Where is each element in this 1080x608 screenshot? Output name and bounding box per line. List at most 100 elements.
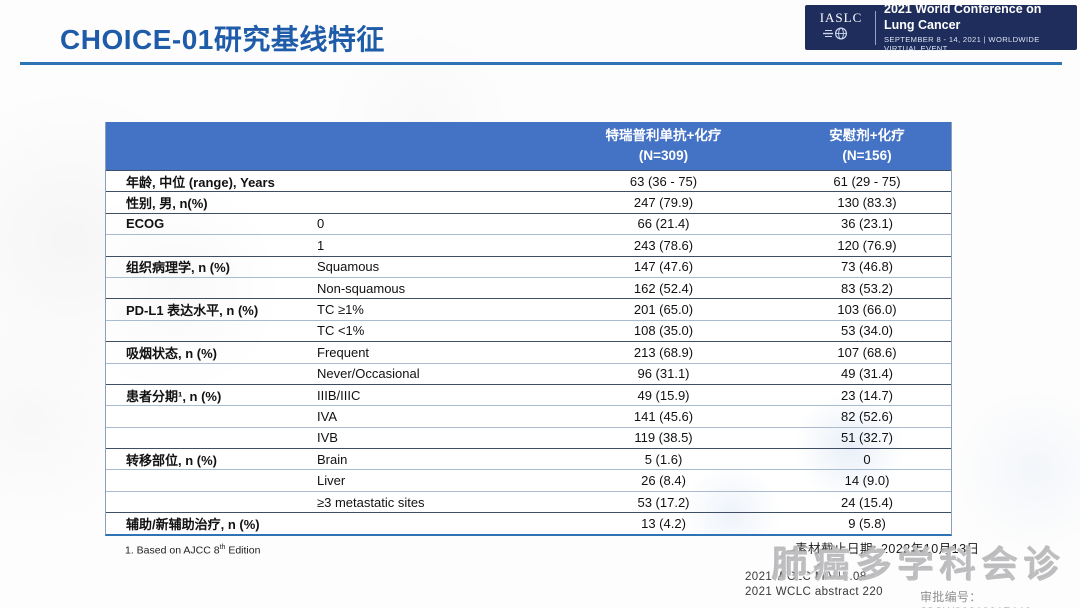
row-value-placebo: 36 (23.1) xyxy=(840,216,894,232)
row-value-placebo: 49 (31.4) xyxy=(840,366,894,382)
citation-block: 2021 WCLC MA 13.08 2021 WCLC abstract 22… xyxy=(745,570,883,600)
header-toripalimab-column: 特瑞普利单抗+化疗 (N=309) xyxy=(546,126,781,165)
table-row: IVB 119 (38.5) 51 (32.7) xyxy=(106,426,951,448)
row-sublabel: TC <1% xyxy=(317,323,365,339)
row-value-toripalimab: 96 (31.1) xyxy=(637,366,690,382)
footnote-text-end: Edition xyxy=(225,544,261,557)
table-row: IVA 141 (45.6) 82 (52.6) xyxy=(106,405,951,426)
footnote: 1. Based on AJCC 8th Edition xyxy=(125,544,260,557)
table-row: 性别, 男, n(%) 247 (79.9) 130 (83.3) xyxy=(106,191,951,212)
row-value-toripalimab: 162 (52.4) xyxy=(633,280,694,296)
approval-number: 审批编号：JSSW20210917446 xyxy=(920,590,1031,608)
conference-title: 2021 World Conference on Lung Cancer xyxy=(884,1,1042,32)
row-value-toripalimab: 63 (36 - 75) xyxy=(629,173,698,189)
row-value-toripalimab: 247 (79.9) xyxy=(633,195,694,211)
row-sublabel: ≥3 metastatic sites xyxy=(317,494,425,510)
table-body: 年龄, 中位 (range), Years 63 (36 - 75) 61 (29 … xyxy=(106,170,951,534)
table-row: 转移部位, n (%) Brain 5 (1.6) 0 xyxy=(106,448,951,469)
row-value-placebo: 9 (5.8) xyxy=(848,515,886,531)
table-row: ≥3 metastatic sites 53 (17.2) 24 (15.4) xyxy=(106,490,951,512)
row-value-placebo: 130 (83.3) xyxy=(837,195,897,211)
citation-line-1: 2021 WCLC MA 13.08 xyxy=(745,571,867,583)
row-label: 转移部位, n (%) xyxy=(126,452,217,468)
table-row: 年龄, 中位 (range), Years 63 (36 - 75) 61 (29 … xyxy=(106,170,951,191)
row-value-toripalimab: 5 (1.6) xyxy=(644,451,683,467)
row-sublabel: Liver xyxy=(317,473,346,489)
row-value-placebo: 82 (52.6) xyxy=(840,408,894,424)
table-row: ECOG 0 66 (21.4) 36 (23.1) xyxy=(106,212,951,234)
row-sublabel: Brain xyxy=(317,451,348,467)
row-sublabel: Squamous xyxy=(317,259,380,275)
table-row: PD-L1 表达水平, n (%) TC ≥1% 201 (65.0) 103 (66… xyxy=(106,298,951,319)
row-label: 患者分期¹, n (%) xyxy=(126,388,222,404)
row-value-toripalimab: 49 (15.9) xyxy=(637,387,690,403)
row-value-toripalimab: 243 (78.6) xyxy=(633,237,694,253)
row-label: PD-L1 表达水平, n (%) xyxy=(126,303,259,319)
row-label: ECOG xyxy=(126,216,165,232)
row-value-placebo: 24 (15.4) xyxy=(840,494,894,510)
row-value-toripalimab: 141 (45.6) xyxy=(633,408,694,424)
row-value-placebo: 23 (14.7) xyxy=(840,387,894,403)
column-n: (N=309) xyxy=(638,148,689,163)
row-value-placebo: 103 (66.0) xyxy=(837,302,897,318)
row-sublabel: Non-squamous xyxy=(317,280,406,296)
material-date-text: 素材截止日期: 2022年10月13日 xyxy=(795,542,980,556)
table-row: 1 243 (78.6) 120 (76.9) xyxy=(106,234,951,255)
title-divider xyxy=(20,62,1062,65)
footnote-superscript: th xyxy=(219,544,226,551)
banner-text-block: 2021 World Conference on Lung Cancer SEP… xyxy=(884,2,1069,53)
page-title: CHOICE-01研究基线特征 xyxy=(60,24,385,55)
table-row: 组织病理学, n (%) Squamous 147 (47.6) 73 (46.8) xyxy=(106,255,951,277)
footnote-text: 1. Based on AJCC 8 xyxy=(125,544,220,557)
row-value-placebo: 61 (29 - 75) xyxy=(833,173,901,189)
row-label: 吸烟状态, n (%) xyxy=(126,345,217,361)
row-value-placebo: 107 (68.6) xyxy=(837,344,897,360)
row-label: 性别, 男, n(%) xyxy=(126,196,208,212)
row-value-placebo: 120 (76.9) xyxy=(837,237,897,253)
row-sublabel: Frequent xyxy=(317,344,370,360)
column-name: 安慰剂+化疗 xyxy=(829,128,905,144)
row-sublabel: Never/Occasional xyxy=(317,366,420,382)
row-value-toripalimab: 13 (4.2) xyxy=(641,515,686,531)
table-header-row: 特瑞普利单抗+化疗 (N=309) 安慰剂+化疗 (N=156) xyxy=(106,122,951,170)
conference-dates: SEPTEMBER 8 - 14, 2021 | WORLDWIDE VIRTU… xyxy=(884,35,1040,54)
banner-org-block: IASLC xyxy=(815,10,867,46)
row-value-toripalimab: 26 (8.4) xyxy=(641,473,686,489)
row-sublabel: IVA xyxy=(317,408,337,424)
baseline-table: 特瑞普利单抗+化疗 (N=309) 安慰剂+化疗 (N=156) 年龄, 中位 … xyxy=(105,122,952,536)
table-row: 吸烟状态, n (%) Frequent 213 (68.9) 107 (68.6) xyxy=(106,341,951,362)
row-value-placebo: 53 (34.0) xyxy=(840,323,894,339)
row-value-toripalimab: 213 (68.9) xyxy=(633,344,694,360)
table-row: Liver 26 (8.4) 14 (9.0) xyxy=(106,469,951,490)
row-sublabel: 1 xyxy=(317,237,325,253)
row-value-placebo: 14 (9.0) xyxy=(844,473,890,489)
row-sublabel: TC ≥1% xyxy=(317,302,364,318)
row-label: 年龄, 中位 (range), Years xyxy=(126,174,275,190)
row-value-toripalimab: 108 (35.0) xyxy=(633,323,694,339)
row-value-placebo: 0 xyxy=(863,451,871,467)
row-value-placebo: 51 (32.7) xyxy=(840,430,894,446)
table-row: 辅助/新辅助治疗, n (%) 13 (4.2) 9 (5.8) xyxy=(106,512,951,533)
iaslc-logo-text: IASLC xyxy=(819,9,863,25)
iaslc-globe-icon xyxy=(823,26,848,40)
row-sublabel: IVB xyxy=(317,430,338,446)
row-value-toripalimab: 201 (65.0) xyxy=(633,302,694,318)
banner-divider xyxy=(875,10,876,45)
column-name: 特瑞普利单抗+化疗 xyxy=(605,128,722,144)
row-sublabel: 0 xyxy=(317,216,325,232)
row-sublabel: IIIB/IIIC xyxy=(317,387,361,403)
column-n: (N=156) xyxy=(842,148,892,163)
table-row: Never/Occasional 96 (31.1) 49 (31.4) xyxy=(106,362,951,384)
row-label: 组织病理学, n (%) xyxy=(126,260,230,276)
row-value-toripalimab: 66 (21.4) xyxy=(637,216,690,232)
table-row: TC <1% 108 (35.0) 53 (34.0) xyxy=(106,319,951,341)
table-row: Non-squamous 162 (52.4) 83 (53.2) xyxy=(106,276,951,298)
row-value-toripalimab: 53 (17.2) xyxy=(637,494,690,510)
row-value-placebo: 73 (46.8) xyxy=(840,259,894,275)
row-label: 辅助/新辅助治疗, n (%) xyxy=(126,516,260,532)
conference-banner: IASLC 2021 World Conference on Lung Canc… xyxy=(805,2,1077,53)
citation-line-2: 2021 WCLC abstract 220 xyxy=(745,586,883,599)
header-placebo-column: 安慰剂+化疗 (N=156) xyxy=(781,126,953,165)
row-value-toripalimab: 119 (38.5) xyxy=(634,430,693,446)
row-value-placebo: 83 (53.2) xyxy=(840,280,894,296)
